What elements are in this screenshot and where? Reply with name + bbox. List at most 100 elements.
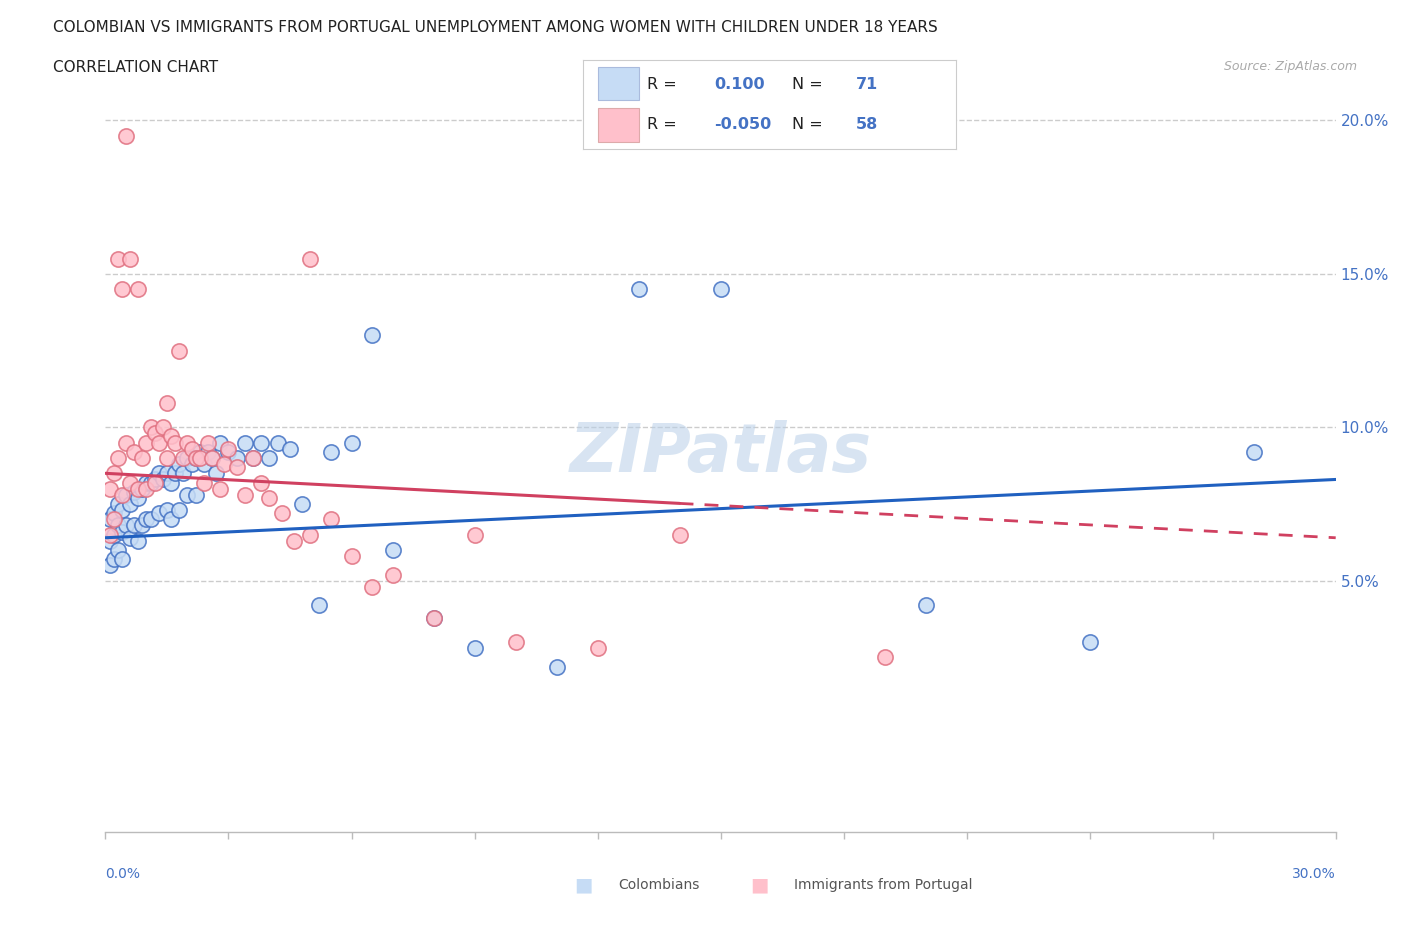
- Point: [107, 497, 129, 512]
- Point: [156, 450, 179, 465]
- Point: [184, 450, 207, 465]
- Text: COLOMBIAN VS IMMIGRANTS FROM PORTUGAL UNEMPLOYMENT AMONG WOMEN WITH CHILDREN UND: COLOMBIAN VS IMMIGRANTS FROM PORTUGAL UN…: [53, 20, 938, 35]
- Point: [201, 450, 224, 465]
- Point: [148, 466, 170, 481]
- Point: [148, 506, 170, 521]
- Point: [225, 459, 247, 474]
- Point: [115, 487, 138, 502]
- Point: [98, 481, 121, 496]
- Point: [627, 282, 650, 297]
- Point: [156, 395, 179, 410]
- Point: [127, 490, 149, 505]
- Point: [131, 518, 153, 533]
- Text: Source: ZipAtlas.com: Source: ZipAtlas.com: [1223, 60, 1357, 73]
- Point: [340, 435, 363, 450]
- Point: [668, 527, 690, 542]
- Point: [131, 450, 153, 465]
- Point: [586, 641, 609, 656]
- Point: [152, 472, 174, 487]
- Bar: [599, 67, 640, 100]
- Point: [291, 497, 314, 512]
- Text: ■: ■: [749, 876, 769, 895]
- Point: [111, 503, 134, 518]
- Point: [160, 475, 183, 490]
- Point: [107, 450, 129, 465]
- Point: [278, 442, 301, 457]
- Point: [176, 487, 198, 502]
- Point: [184, 487, 207, 502]
- Point: [139, 512, 162, 526]
- Point: [152, 419, 174, 434]
- Point: [233, 487, 256, 502]
- Point: [169, 457, 191, 472]
- Point: [319, 445, 342, 459]
- Point: [250, 475, 273, 490]
- Point: [361, 327, 384, 342]
- Text: N =: N =: [792, 117, 828, 132]
- Text: CORRELATION CHART: CORRELATION CHART: [53, 60, 218, 75]
- Point: [242, 450, 264, 465]
- Text: 0.0%: 0.0%: [105, 867, 141, 881]
- Point: [201, 450, 224, 465]
- Text: 58: 58: [855, 117, 877, 132]
- Point: [98, 527, 121, 542]
- Point: [188, 450, 211, 465]
- Point: [120, 475, 141, 490]
- Point: [111, 282, 134, 297]
- Point: [165, 466, 187, 481]
- Text: R =: R =: [647, 117, 682, 132]
- Point: [914, 598, 936, 613]
- Point: [165, 435, 187, 450]
- Point: [115, 435, 138, 450]
- Point: [340, 549, 363, 564]
- Point: [270, 506, 292, 521]
- Point: [218, 445, 240, 459]
- Point: [299, 251, 322, 266]
- Point: [127, 282, 149, 297]
- Point: [267, 435, 290, 450]
- Point: [111, 487, 134, 502]
- Point: [176, 435, 198, 450]
- Point: [381, 542, 404, 557]
- Point: [193, 457, 215, 472]
- Point: [422, 610, 444, 625]
- Point: [464, 641, 486, 656]
- Point: [143, 426, 166, 441]
- Point: [184, 450, 207, 465]
- Point: [103, 512, 125, 526]
- Point: [169, 343, 191, 358]
- Point: [361, 579, 384, 594]
- Point: [143, 472, 166, 487]
- Point: [107, 518, 129, 533]
- Point: [197, 435, 219, 450]
- Point: [299, 527, 322, 542]
- Point: [422, 610, 444, 625]
- Point: [873, 650, 896, 665]
- Point: [115, 518, 138, 533]
- Text: -0.050: -0.050: [714, 117, 770, 132]
- Point: [381, 567, 404, 582]
- Text: 30.0%: 30.0%: [1292, 867, 1336, 881]
- Point: [505, 634, 527, 649]
- Point: [143, 475, 166, 490]
- Point: [180, 442, 202, 457]
- Text: ZIPatlas: ZIPatlas: [569, 420, 872, 486]
- Point: [122, 518, 145, 533]
- Point: [135, 481, 157, 496]
- Point: [464, 527, 486, 542]
- Point: [205, 466, 228, 481]
- Text: Colombians: Colombians: [619, 878, 700, 893]
- Point: [98, 512, 121, 526]
- Point: [176, 450, 198, 465]
- Point: [197, 445, 219, 459]
- Point: [209, 481, 232, 496]
- Point: [103, 506, 125, 521]
- Point: [710, 282, 733, 297]
- Text: 71: 71: [855, 77, 877, 92]
- Point: [120, 251, 141, 266]
- Point: [103, 551, 125, 566]
- Point: [115, 128, 138, 143]
- Point: [242, 450, 264, 465]
- Point: [209, 435, 232, 450]
- Point: [111, 551, 134, 566]
